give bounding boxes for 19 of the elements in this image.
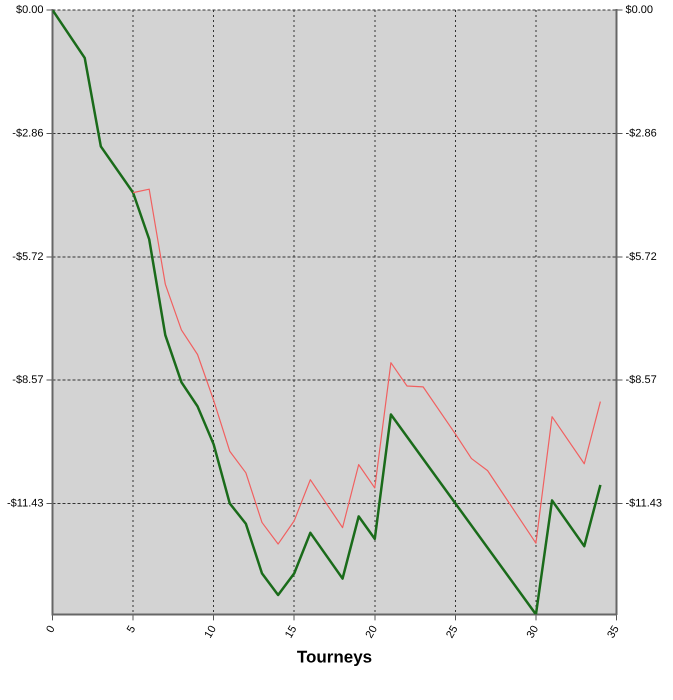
x-tick-label: 35 xyxy=(605,624,622,640)
y2-tick-label: -$8.57 xyxy=(626,374,657,386)
y2-tick-label: -$2.86 xyxy=(626,128,657,140)
y2-tick-label: -$5.72 xyxy=(626,250,657,263)
x-tick-label: 0 xyxy=(44,624,58,636)
x-tick-label: 10 xyxy=(202,624,219,640)
y-tick-label: -$11.43 xyxy=(6,497,44,510)
x-axis-title: Tourneys xyxy=(296,647,372,666)
x-tick-label: 15 xyxy=(282,624,300,640)
y-tick-label: -$5.72 xyxy=(12,250,44,263)
y2-tick-label: $0.00 xyxy=(626,4,654,16)
y2-tick-label: -$11.43 xyxy=(626,497,662,510)
x-tick-label: 5 xyxy=(124,624,138,636)
y-tick-label: -$8.57 xyxy=(12,374,44,386)
y-tick-label: -$2.86 xyxy=(12,128,44,140)
x-tick-label: 30 xyxy=(524,624,542,640)
x-tick-label: 20 xyxy=(363,624,380,640)
y-tick-label: $0.00 xyxy=(16,4,44,16)
x-tick-label: 25 xyxy=(444,624,461,640)
